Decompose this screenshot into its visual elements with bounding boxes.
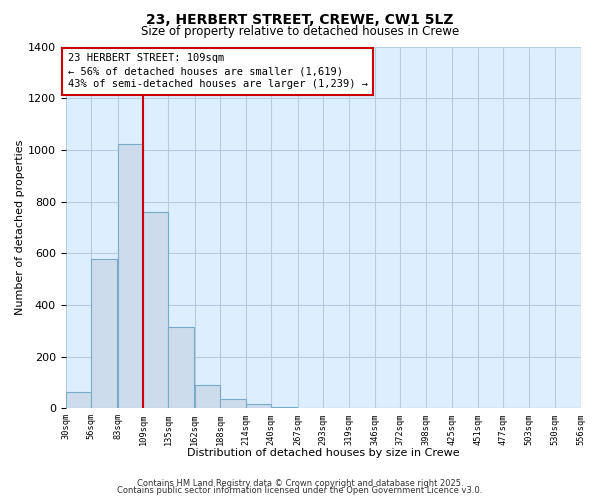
Y-axis label: Number of detached properties: Number of detached properties	[15, 140, 25, 315]
Text: 23 HERBERT STREET: 109sqm
← 56% of detached houses are smaller (1,619)
43% of se: 23 HERBERT STREET: 109sqm ← 56% of detac…	[68, 53, 368, 90]
X-axis label: Distribution of detached houses by size in Crewe: Distribution of detached houses by size …	[187, 448, 460, 458]
Bar	[91, 259, 116, 408]
Bar	[246, 404, 271, 408]
Bar	[65, 392, 91, 408]
Bar	[271, 407, 296, 408]
Text: Contains public sector information licensed under the Open Government Licence v3: Contains public sector information licen…	[118, 486, 482, 495]
Bar	[169, 327, 194, 408]
Bar	[118, 144, 143, 408]
Text: Size of property relative to detached houses in Crewe: Size of property relative to detached ho…	[141, 25, 459, 38]
Text: 23, HERBERT STREET, CREWE, CW1 5LZ: 23, HERBERT STREET, CREWE, CW1 5LZ	[146, 12, 454, 26]
Text: Contains HM Land Registry data © Crown copyright and database right 2025.: Contains HM Land Registry data © Crown c…	[137, 478, 463, 488]
Bar	[220, 398, 246, 408]
Bar	[195, 385, 220, 408]
Bar	[143, 212, 169, 408]
